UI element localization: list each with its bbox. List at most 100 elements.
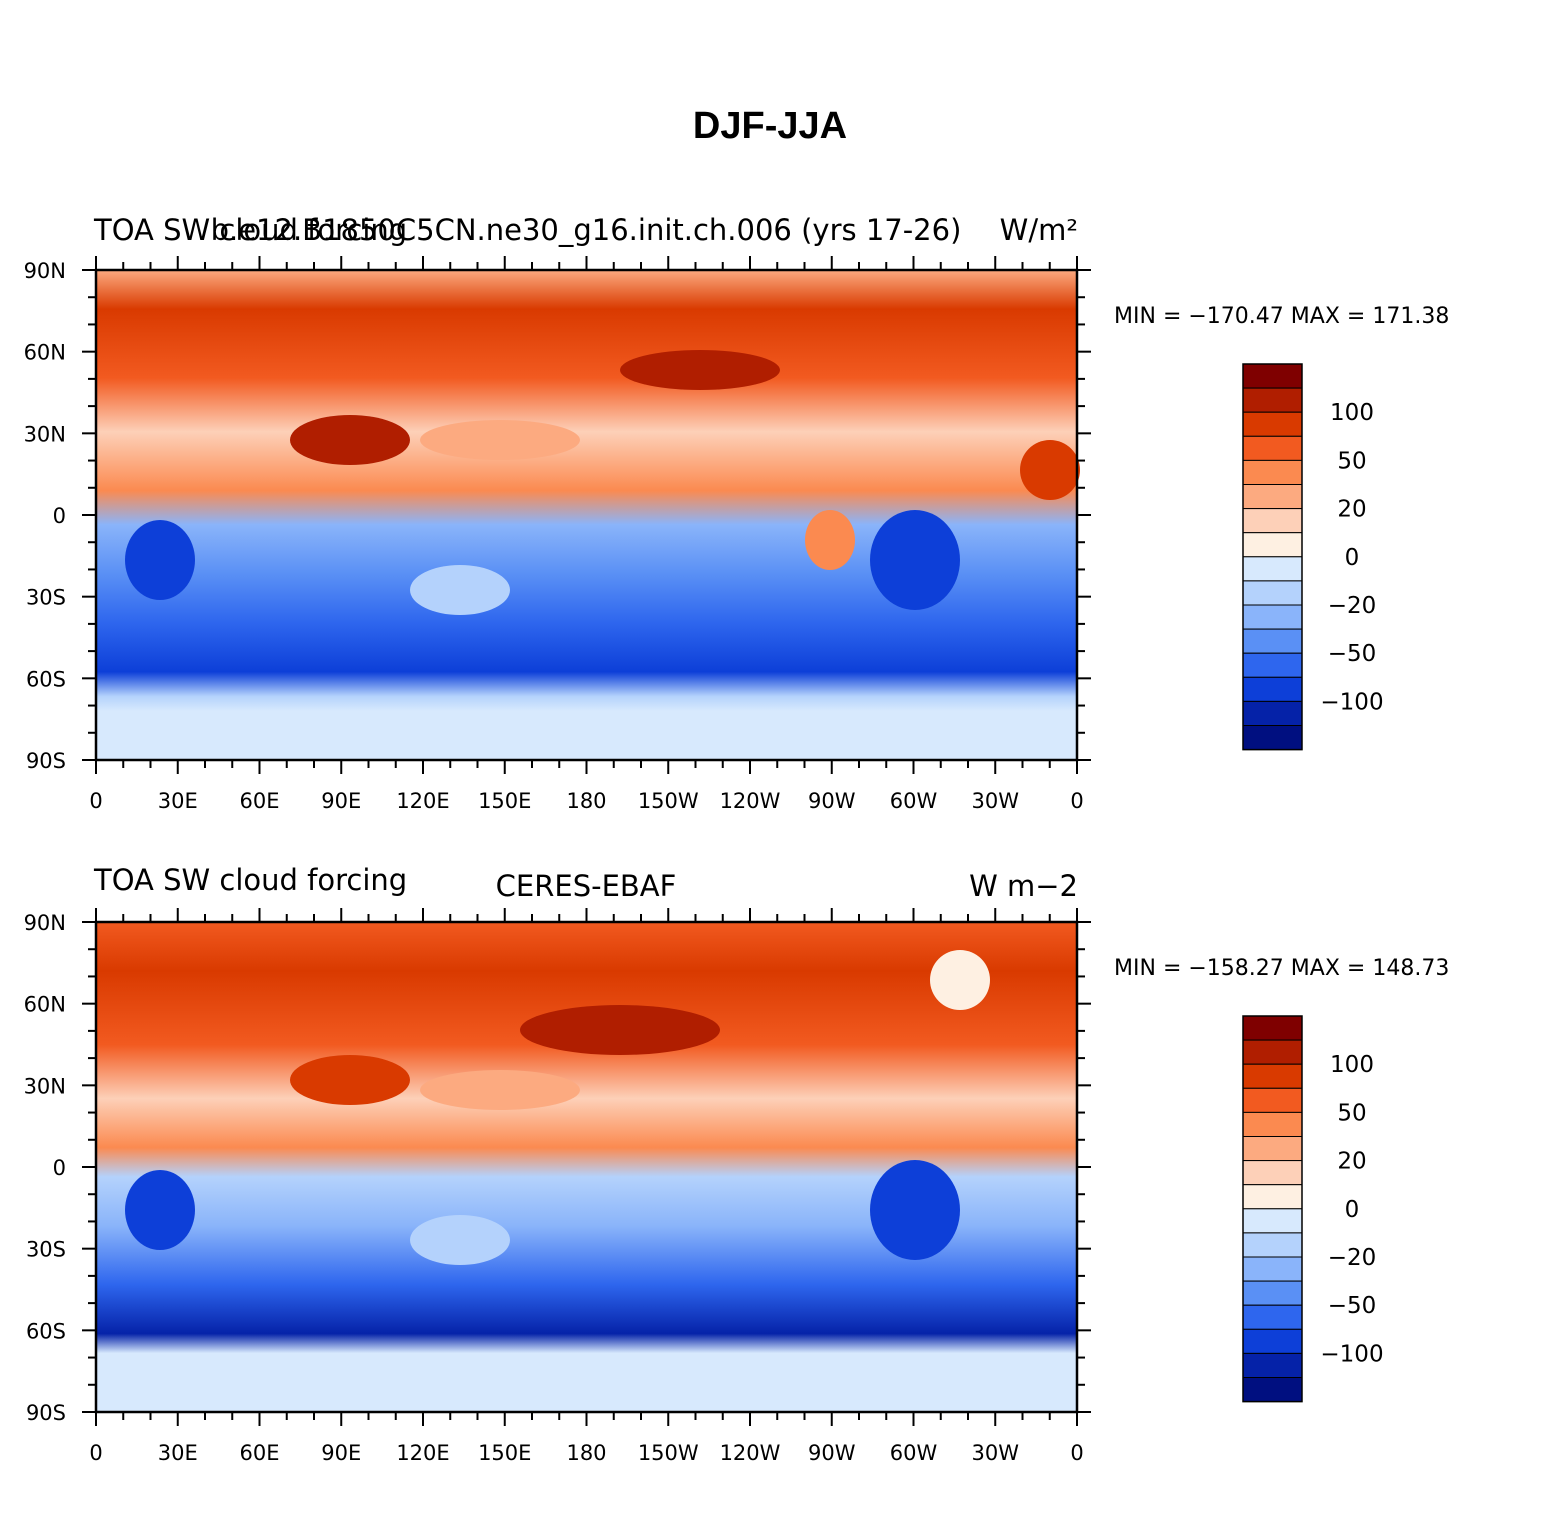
- stat-min-eq: =: [1163, 304, 1188, 329]
- x-tick-label: 30E: [158, 789, 198, 813]
- colorbar-label: 50: [1337, 1100, 1366, 1126]
- colorbar-swatch: [1242, 508, 1303, 534]
- y-tick-label: 60S: [26, 1319, 66, 1343]
- x-tick-label: 90E: [321, 1441, 361, 1465]
- colorbar-swatch: [1242, 435, 1303, 461]
- colorbar-swatch: [1242, 1377, 1303, 1403]
- colorbar-label: −50: [1328, 641, 1377, 667]
- x-tick-label: 30E: [158, 1441, 198, 1465]
- colorbar-label: 0: [1345, 545, 1360, 571]
- panel-model: TOA SW cloud forcing b.e12.B1850C5CN.ne3…: [24, 213, 1450, 813]
- map-anomalies: [125, 950, 990, 1265]
- stat-max-label: MAX: [1291, 304, 1340, 329]
- y-tick-label: 90N: [24, 259, 66, 283]
- stat-min-max: MIN = −170.47 MAX = 171.38: [1114, 304, 1449, 329]
- stat-max-eq: =: [1347, 956, 1372, 981]
- y-tick-label: 30N: [24, 422, 66, 446]
- x-tick-label: 120W: [720, 1441, 781, 1465]
- y-tick-label: 90S: [26, 1401, 66, 1425]
- y-tick-label: 30S: [26, 1238, 66, 1262]
- colorbar-swatch: [1242, 1015, 1303, 1041]
- colorbar-label: 0: [1345, 1197, 1360, 1223]
- panel-observations: TOA SW cloud forcing CERES-EBAF W m−2 0 3…: [24, 863, 1450, 1465]
- x-tick-label: 90E: [321, 789, 361, 813]
- colorbar-swatch: [1242, 1304, 1303, 1330]
- colorbar-swatch: [1242, 1063, 1303, 1089]
- x-tick-label: 60E: [240, 789, 280, 813]
- colorbar-frame: [1242, 363, 1303, 751]
- stat-min-value: −158.27: [1188, 956, 1283, 981]
- stat-min-eq: =: [1163, 956, 1188, 981]
- x-tick-label: 60E: [240, 1441, 280, 1465]
- colorbar-swatch: [1242, 556, 1303, 582]
- y-tick-label: 90S: [26, 749, 66, 773]
- colorbar-label: −20: [1328, 593, 1377, 619]
- x-tick-label: 30W: [972, 789, 1020, 813]
- x-tick-label: 0: [89, 789, 102, 813]
- x-tick-label: 0: [89, 1441, 102, 1465]
- colorbar-label: −100: [1320, 689, 1383, 715]
- y-tick-label: 60S: [26, 667, 66, 691]
- colorbar-label: 20: [1337, 497, 1366, 523]
- colorbar-swatch: [1242, 1136, 1303, 1162]
- x-tick-label: 120E: [396, 789, 449, 813]
- colorbar-swatch: [1242, 1111, 1303, 1138]
- panel-left-title: TOA SW cloud forcing: [93, 213, 407, 247]
- x-tick-label: 150E: [478, 1441, 531, 1465]
- x-tick-label: 30W: [972, 1441, 1020, 1465]
- x-tick-label: 60W: [890, 1441, 938, 1465]
- colorbar-label: 20: [1337, 1149, 1366, 1175]
- map-anomalies: [125, 350, 1080, 615]
- y-tick-label: 30N: [24, 1074, 66, 1098]
- y-tick-label: 0: [53, 1156, 66, 1180]
- x-tick-label: 90W: [808, 1441, 856, 1465]
- colorbar-swatch: [1242, 580, 1303, 606]
- colorbar-label: −20: [1328, 1245, 1377, 1271]
- colorbar-swatch: [1242, 1039, 1303, 1065]
- colorbar-swatch: [1242, 1256, 1303, 1282]
- colorbar-frame: [1242, 1015, 1303, 1403]
- stat-min-label: MIN: [1114, 956, 1156, 981]
- colorbar: 100 50 20 0 −20 −50 −100: [1242, 363, 1384, 751]
- colorbar-label: 100: [1330, 1052, 1374, 1078]
- x-tick-label: 150W: [638, 789, 699, 813]
- y-tick-label: 90N: [24, 911, 66, 935]
- panel-units-title: W/m²: [1000, 213, 1078, 247]
- y-tick-label: 60N: [24, 341, 66, 365]
- colorbar-swatch: [1242, 1328, 1303, 1354]
- colorbar-swatch: [1242, 1160, 1303, 1186]
- x-tick-label: 90W: [808, 789, 856, 813]
- colorbar-swatch: [1242, 700, 1303, 727]
- colorbar-swatch: [1242, 387, 1303, 413]
- colorbar-swatch: [1242, 1280, 1303, 1306]
- stat-max-value: 148.73: [1372, 956, 1449, 981]
- colorbar-swatch: [1242, 363, 1303, 389]
- panel-center-title: CERES-EBAF: [496, 869, 677, 903]
- colorbar-swatch: [1242, 1352, 1303, 1379]
- colorbar-label: 50: [1337, 448, 1366, 474]
- colorbar-swatch: [1242, 628, 1303, 654]
- x-tick-label: 180: [566, 789, 606, 813]
- y-tick-label: 60N: [24, 993, 66, 1017]
- stat-min-label: MIN: [1114, 304, 1156, 329]
- colorbar-swatch: [1242, 1232, 1303, 1258]
- colorbar: 100 50 20 0 −20 −50 −100: [1242, 1015, 1384, 1403]
- x-tick-label: 150W: [638, 1441, 699, 1465]
- stat-max-eq: =: [1347, 304, 1372, 329]
- stat-max-value: 171.38: [1372, 304, 1449, 329]
- map-axes: 0 30E 60E 90E 120E 150E 180 150W 120W 90W 60W 30W 09…: [24, 256, 1091, 813]
- x-tick-label: 150E: [478, 789, 531, 813]
- colorbar-swatch: [1242, 459, 1303, 485]
- colorbar-swatch: [1242, 1208, 1303, 1234]
- colorbar-label: −50: [1328, 1293, 1377, 1319]
- x-tick-label: 0: [1070, 789, 1083, 813]
- y-tick-label: 0: [53, 504, 66, 528]
- colorbar-swatch: [1242, 725, 1303, 751]
- colorbar-swatch: [1242, 1184, 1303, 1210]
- colorbar-swatch: [1242, 484, 1303, 510]
- colorbar-swatch: [1242, 652, 1303, 678]
- colorbar-swatch: [1242, 676, 1303, 702]
- panel-left-title: TOA SW cloud forcing: [93, 863, 407, 897]
- map-axes: 0 30E 60E 90E 120E 150E 180 150W 120W 90W 60W 30W 09…: [24, 908, 1091, 1465]
- x-tick-label: 180: [566, 1441, 606, 1465]
